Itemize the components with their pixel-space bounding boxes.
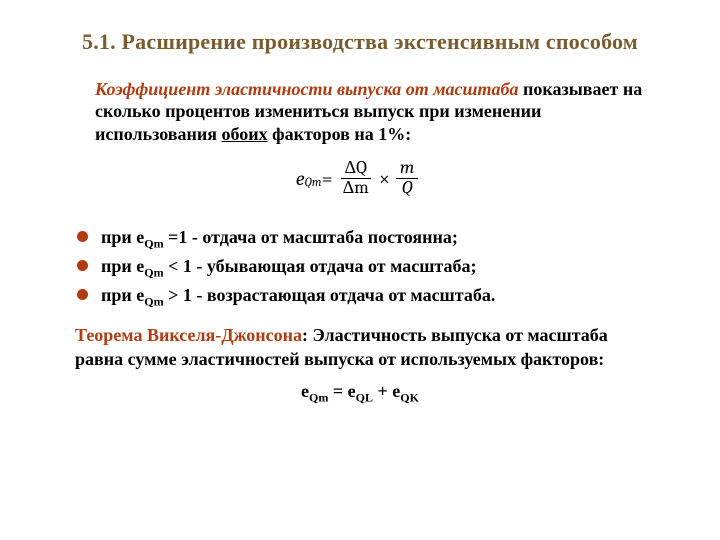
final-b-sub: QL xyxy=(356,391,373,405)
formula-lhs-e: e xyxy=(296,167,305,190)
bullet-sub: Qm xyxy=(144,294,163,308)
intro-paragraph: Коэффициент эластичности выпуска от масш… xyxy=(55,78,665,146)
slide: 5.1. Расширение производства экстенсивны… xyxy=(0,0,720,540)
final-b-e: e xyxy=(348,381,356,401)
list-item: при eQm < 1 - убывающая отдача от масшта… xyxy=(75,253,655,282)
formula-den1: Δm xyxy=(339,179,373,198)
intro-lead: Коэффициент эластичности выпуска от масш… xyxy=(95,79,519,99)
list-item: при eQm =1 - отдача от масштаба постоянн… xyxy=(75,224,655,253)
formula-times: × xyxy=(379,167,390,190)
slide-title: 5.1. Расширение производства экстенсивны… xyxy=(55,28,665,56)
formula: eQm = ΔQ Δm × m Q xyxy=(55,159,665,198)
formula-frac1: ΔQ Δm xyxy=(339,159,373,198)
bullet-post: > 1 - возрастающая отдача от масштаба. xyxy=(164,285,496,305)
bullet-pre: при e xyxy=(101,227,144,247)
intro-text-b: факторов на 1%: xyxy=(268,124,412,144)
formula-inner: eQm = ΔQ Δm × m Q xyxy=(296,159,425,198)
formula-num1: ΔQ xyxy=(341,159,371,179)
bullet-post: < 1 - убывающая отдача от масштаба; xyxy=(164,256,477,276)
final-a-e: e xyxy=(301,381,309,401)
intro-underlined: обоих xyxy=(222,124,268,144)
bullet-pre: при e xyxy=(101,256,144,276)
formula-den2: Q xyxy=(398,179,417,198)
bullet-sub: Qm xyxy=(144,236,163,250)
theorem-paragraph: Теорема Викселя-Джонсона: Эластичность в… xyxy=(55,323,665,372)
formula-eq: = xyxy=(322,167,333,190)
bullet-list: при eQm =1 - отдача от масштаба постоянн… xyxy=(55,224,665,311)
final-eq: = xyxy=(328,381,347,401)
bullet-pre: при e xyxy=(101,285,144,305)
list-item: при eQm > 1 - возрастающая отдача от мас… xyxy=(75,282,655,311)
formula-frac2: m Q xyxy=(396,159,418,198)
final-c-sub: QK xyxy=(400,391,419,405)
formula-lhs-sub: Qm xyxy=(304,175,321,189)
bullet-post: =1 - отдача от масштаба постоянна; xyxy=(164,227,458,247)
final-formula: eQm = eQL + eQK xyxy=(55,381,665,406)
bullet-sub: Qm xyxy=(144,265,163,279)
theorem-lead: Теорема Викселя-Джонсона xyxy=(75,325,302,345)
final-plus: + xyxy=(373,381,392,401)
formula-num2: m xyxy=(396,159,418,179)
final-a-sub: Qm xyxy=(309,391,328,405)
